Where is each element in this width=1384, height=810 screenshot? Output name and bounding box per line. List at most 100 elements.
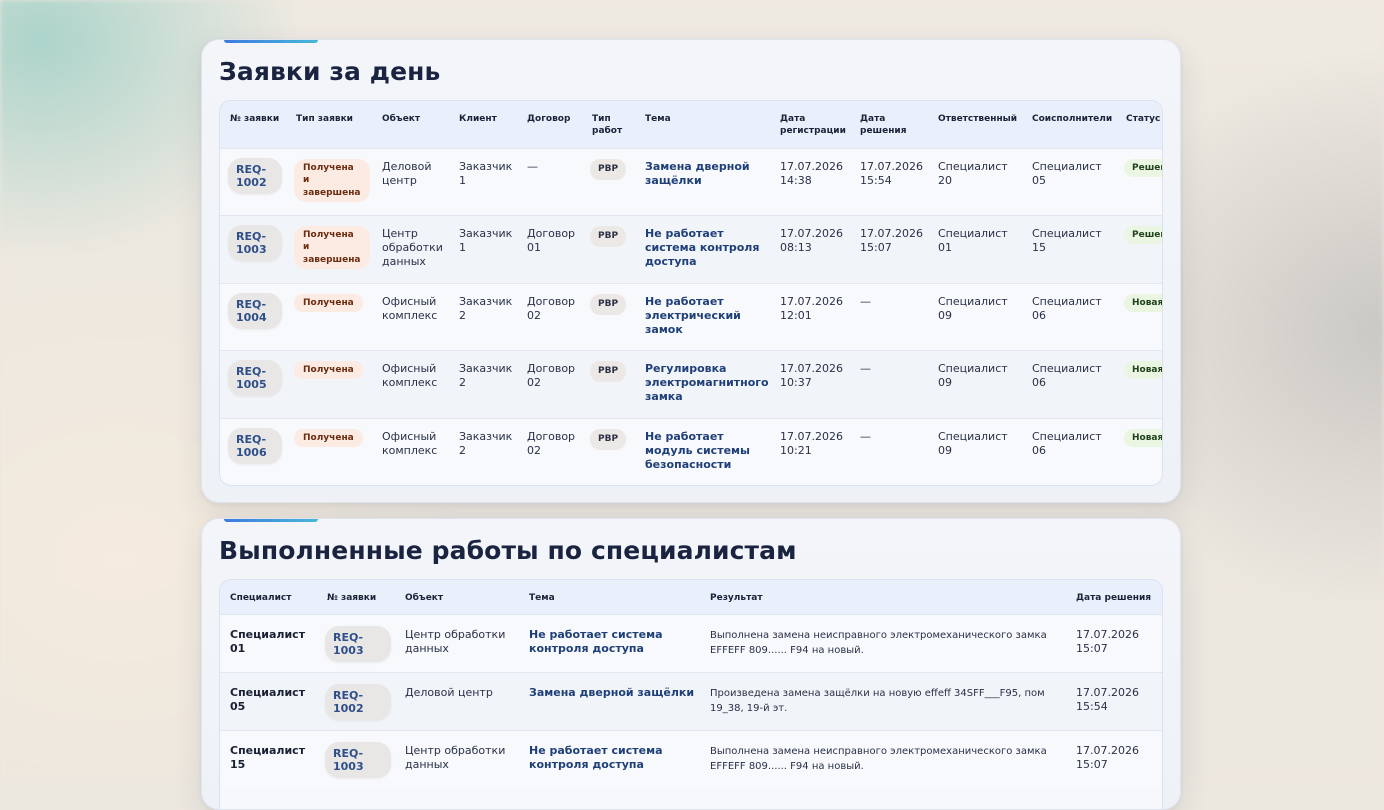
table-row[interactable]: REQ-1004 Получена Офисный комплекс Заказчик… bbox=[220, 282, 1162, 350]
card-accent bbox=[224, 40, 318, 43]
request-number-badge[interactable]: REQ-1002 bbox=[228, 157, 282, 194]
object-cell: Центр обработки данных bbox=[405, 743, 506, 771]
table-cell: 17.07.2026 15:07 bbox=[850, 214, 928, 283]
request-number-badge[interactable]: REQ-1005 bbox=[228, 359, 282, 396]
responsible-cell: Специалист 20 bbox=[938, 159, 1008, 187]
table-cell: Произведена замена защёлки на новую effe… bbox=[700, 671, 1066, 730]
request-number-badge[interactable]: REQ-1003 bbox=[325, 741, 391, 778]
table-cell: 17.07.2026 15:07 bbox=[1066, 729, 1162, 788]
co-executors-cell: Специалист 06 bbox=[1032, 361, 1102, 389]
table-cell: Новая заявка bbox=[1116, 349, 1162, 418]
solution-date: 17.07.2026 15:54 bbox=[1076, 685, 1139, 713]
table-cell: Специалист 15 bbox=[1022, 214, 1116, 283]
day-requests-card: Заявки за день № заявки Тип заявки Объект К… bbox=[201, 39, 1181, 503]
column-header: Дата решения bbox=[850, 101, 928, 148]
day-requests-table-container[interactable]: № заявки Тип заявки Объект Клиент Договор Тип… bbox=[219, 100, 1163, 486]
table-cell: 17.07.2026 15:54 bbox=[1066, 671, 1162, 730]
contract-cell: — bbox=[527, 159, 538, 173]
card-accent bbox=[224, 519, 318, 522]
table-cell: Специалист 05 bbox=[1022, 147, 1116, 215]
request-number-badge[interactable]: REQ-1003 bbox=[325, 625, 391, 662]
request-type-badge: Получена bbox=[294, 428, 363, 447]
solution-date: 17.07.2026 15:07 bbox=[1076, 627, 1139, 655]
co-executors-cell: Специалист 06 bbox=[1032, 429, 1102, 457]
table-cell: PBP bbox=[582, 282, 635, 350]
request-number-badge[interactable]: REQ-1003 bbox=[228, 224, 282, 261]
table-cell: Не работает электрический замок bbox=[635, 282, 770, 350]
specialist-name: Специалист 15 bbox=[230, 743, 306, 771]
column-header: Тип заявки bbox=[286, 101, 372, 148]
object-cell: Офисный комплекс bbox=[382, 294, 438, 322]
table-cell: 17.07.2026 12:01 bbox=[770, 282, 850, 350]
table-cell: PBP bbox=[582, 349, 635, 418]
contract-cell: Договор 02 bbox=[527, 429, 576, 457]
table-cell: — bbox=[850, 417, 928, 485]
solution-date: 17.07.2026 15:07 bbox=[1076, 743, 1139, 771]
topic-link[interactable]: Не работает система контроля доступа bbox=[529, 627, 663, 655]
completed-works-table-container[interactable]: Специалист № заявки Объект Тема Результат Дат… bbox=[219, 579, 1163, 809]
topic-link[interactable]: Не работает система контроля доступа bbox=[529, 743, 663, 771]
table-cell: Специалист 06 bbox=[1022, 282, 1116, 350]
topic-link[interactable]: Регулировка электромагнитного замка bbox=[645, 361, 769, 403]
completed-works-title: Выполненные работы по специалистам bbox=[219, 536, 797, 565]
co-executors-cell: Специалист 05 bbox=[1032, 159, 1102, 187]
table-row[interactable]: REQ-1005 Получена Офисный комплекс Заказчик… bbox=[220, 349, 1162, 418]
table-cell: Новая заявка bbox=[1116, 282, 1162, 350]
request-number-badge[interactable]: REQ-1004 bbox=[228, 292, 282, 329]
column-header: Объект bbox=[395, 580, 519, 614]
table-row[interactable]: Специалист 15 REQ-1003 Центр обработки дан… bbox=[220, 729, 1162, 788]
table-cell: — bbox=[850, 349, 928, 418]
table-cell: Центр обработки данных bbox=[395, 613, 519, 672]
object-cell: Офисный комплекс bbox=[382, 429, 438, 457]
column-header: Тема bbox=[519, 580, 700, 614]
table-row[interactable]: Специалист 05 REQ-1002 Деловой центр Замена… bbox=[220, 671, 1162, 730]
table-cell: Договор 02 bbox=[517, 417, 582, 485]
table-cell: Офисный комплекс bbox=[372, 349, 449, 418]
client-cell: Заказчик 2 bbox=[459, 429, 513, 457]
table-row[interactable]: REQ-1006 Получена Офисный комплекс Заказчик… bbox=[220, 417, 1162, 485]
client-cell: Заказчик 2 bbox=[459, 294, 513, 322]
client-cell: Заказчик 1 bbox=[459, 159, 513, 187]
column-header: Ответственный bbox=[928, 101, 1022, 148]
table-row[interactable]: REQ-1003 Получена и завершена Центр обрабо… bbox=[220, 214, 1162, 283]
column-header: № заявки bbox=[220, 101, 286, 148]
table-cell: Договор 02 bbox=[517, 349, 582, 418]
table-row[interactable]: Специалист 01 REQ-1003 Центр обработки дан… bbox=[220, 613, 1162, 672]
topic-link[interactable]: Не работает электрический замок bbox=[645, 294, 741, 336]
day-requests-table: № заявки Тип заявки Объект Клиент Договор Тип… bbox=[220, 101, 1162, 485]
table-cell: 17.07.2026 10:21 bbox=[770, 417, 850, 485]
table-cell: Замена дверной защёлки bbox=[519, 671, 700, 730]
day-requests-title: Заявки за день bbox=[219, 57, 441, 86]
request-number-badge[interactable]: REQ-1006 bbox=[228, 427, 282, 464]
table-row[interactable]: REQ-1002 Получена и завершена Деловой цент… bbox=[220, 147, 1162, 215]
topic-link[interactable]: Замена дверной защёлки bbox=[645, 159, 750, 187]
table-cell: Специалист 06 bbox=[1022, 417, 1116, 485]
table-cell: Заказчик 2 bbox=[449, 417, 517, 485]
topic-link[interactable]: Не работает модуль системы безопасности bbox=[645, 429, 750, 471]
responsible-cell: Специалист 09 bbox=[938, 294, 1008, 322]
table-cell: Специалист 01 bbox=[220, 613, 317, 672]
result-text: Произведена замена защёлки на новую effe… bbox=[710, 687, 1045, 714]
table-cell: Специалист 01 bbox=[928, 214, 1022, 283]
co-executors-cell: Специалист 15 bbox=[1032, 226, 1102, 254]
table-cell: Офисный комплекс bbox=[372, 417, 449, 485]
table-cell: Выполнена замена неисправного электромех… bbox=[700, 729, 1066, 788]
topic-link[interactable]: Не работает система контроля доступа bbox=[645, 226, 760, 268]
column-header: Дата решения bbox=[1066, 580, 1162, 614]
work-type-badge: PBP bbox=[590, 428, 627, 450]
table-cell: — bbox=[517, 147, 582, 215]
topic-link[interactable]: Замена дверной защёлки bbox=[529, 685, 695, 699]
column-header: Клиент bbox=[449, 101, 517, 148]
column-header: Тема bbox=[635, 101, 770, 148]
column-header: № заявки bbox=[317, 580, 395, 614]
table-cell: 17.07.2026 14:38 bbox=[770, 147, 850, 215]
table-cell: — bbox=[850, 282, 928, 350]
request-number-badge[interactable]: REQ-1002 bbox=[325, 683, 391, 720]
table-cell: REQ-1003 bbox=[220, 214, 286, 283]
table-cell: Специалист 05 bbox=[220, 671, 317, 730]
table-cell: Заказчик 1 bbox=[449, 147, 517, 215]
table-cell: Офисный комплекс bbox=[372, 282, 449, 350]
table-cell: Заказчик 2 bbox=[449, 282, 517, 350]
solution-date: — bbox=[860, 361, 871, 375]
status-badge: Решена bbox=[1124, 225, 1162, 244]
